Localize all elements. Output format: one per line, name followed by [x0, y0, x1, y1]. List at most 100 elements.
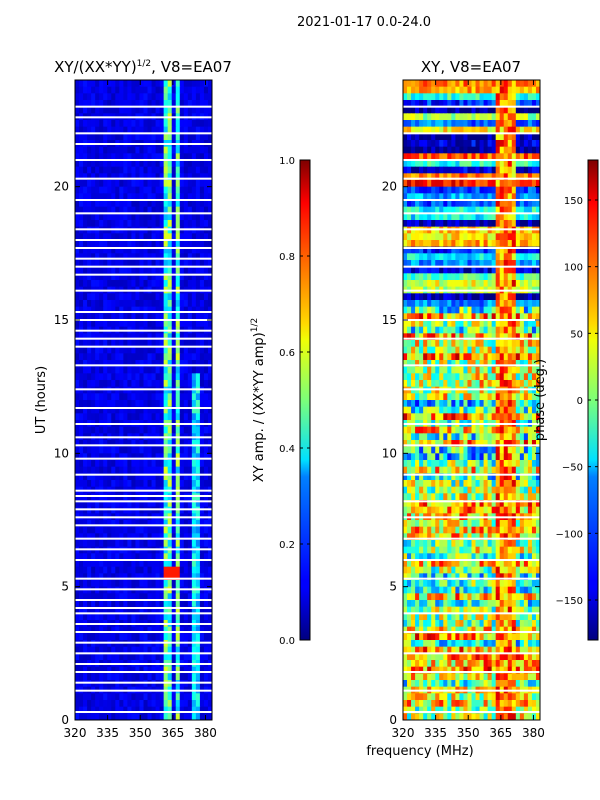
- phase-heatmap-cell: [447, 133, 452, 141]
- phase-heatmap-cell: [451, 260, 456, 268]
- amplitude-heatmap-cell: [131, 480, 137, 488]
- amplitude-heatmap-cell: [195, 473, 201, 481]
- amplitude-heatmap-cell: [135, 206, 141, 214]
- amplitude-heatmap-cell: [103, 273, 108, 281]
- amplitude-heatmap-cell: [203, 193, 209, 201]
- amplitude-heatmap-cell: [207, 453, 212, 461]
- amplitude-flagged-row: [75, 457, 212, 460]
- amplitude-heatmap-cell: [159, 666, 165, 674]
- amplitude-heatmap-cell: [83, 93, 88, 101]
- amplitude-heatmap-cell: [83, 80, 88, 88]
- amplitude-heatmap-cell: [203, 446, 209, 454]
- phase-heatmap-cell: [463, 326, 469, 334]
- phase-heatmap-cell: [487, 333, 493, 341]
- phase-heatmap-cell: [495, 180, 501, 188]
- phase-heatmap-cell: [491, 106, 497, 114]
- amplitude-heatmap-cell: [151, 626, 157, 634]
- phase-heatmap-cell: [503, 126, 509, 134]
- phase-heatmap-cell: [475, 133, 481, 141]
- phase-heatmap-cell: [423, 313, 428, 321]
- phase-heatmap-cell: [439, 233, 444, 241]
- amplitude-heatmap-cell: [103, 473, 108, 481]
- amplitude-heatmap-cell: [103, 153, 108, 161]
- phase-heatmap-cell: [535, 346, 540, 354]
- phase-heatmap-cell: [415, 326, 420, 334]
- amplitude-heatmap-cell: [155, 153, 161, 161]
- phase-heatmap-cell: [435, 206, 440, 214]
- amplitude-heatmap-cell: [91, 93, 96, 101]
- phase-heatmap-cell: [519, 300, 525, 308]
- amplitude-heatmap-cell: [183, 600, 189, 608]
- amplitude-heatmap-cell: [191, 713, 197, 720]
- amplitude-heatmap-cell: [187, 253, 193, 261]
- amplitude-heatmap-cell: [79, 180, 84, 188]
- amplitude-heatmap-cell: [179, 533, 185, 541]
- phase-heatmap-cell: [467, 200, 473, 208]
- amplitude-heatmap-cell: [143, 160, 149, 168]
- amplitude-heatmap-cell: [91, 560, 96, 568]
- amplitude-heatmap-cell: [147, 606, 153, 614]
- phase-heatmap-cell: [495, 326, 501, 334]
- phase-heatmap-cell: [463, 246, 469, 254]
- amplitude-heatmap-cell: [91, 453, 96, 461]
- phase-heatmap-cell: [455, 246, 461, 254]
- amplitude-heatmap-cell: [191, 186, 197, 194]
- phase-heatmap-cell: [471, 160, 477, 168]
- phase-heatmap-cell: [467, 133, 473, 141]
- phase-heatmap-cell: [427, 313, 432, 321]
- amplitude-ytick-label: 5: [61, 580, 69, 594]
- amplitude-heatmap-cell: [75, 706, 80, 714]
- amplitude-heatmap-cell: [131, 126, 137, 134]
- amplitude-heatmap-cell: [147, 193, 153, 201]
- phase-heatmap-cell: [435, 293, 440, 301]
- amplitude-heatmap-cell: [191, 500, 197, 508]
- phase-heatmap-cell: [431, 186, 436, 194]
- amplitude-heatmap-cell: [175, 106, 181, 114]
- amplitude-heatmap-cell: [175, 440, 181, 448]
- phase-heatmap-cell: [523, 146, 529, 154]
- amplitude-heatmap-cell: [123, 300, 128, 308]
- amplitude-heatmap-cell: [127, 306, 133, 314]
- phase-heatmap-cell: [451, 146, 456, 154]
- phase-heatmap-cell: [527, 180, 533, 188]
- amplitude-heatmap-cell: [155, 626, 161, 634]
- amplitude-heatmap-cell: [147, 206, 153, 214]
- amplitude-heatmap-cell: [75, 426, 80, 434]
- amplitude-heatmap-cell: [139, 473, 145, 481]
- phase-heatmap-cell: [419, 186, 424, 194]
- amplitude-heatmap-cell: [115, 600, 120, 608]
- phase-heatmap-cell: [451, 300, 456, 308]
- amplitude-heatmap-cell: [119, 400, 124, 408]
- phase-heatmap-cell: [463, 346, 469, 354]
- amplitude-heatmap-cell: [163, 186, 169, 194]
- amplitude-heatmap-cell: [147, 593, 153, 601]
- amplitude-heatmap-cell: [151, 80, 157, 88]
- phase-heatmap-cell: [483, 193, 489, 201]
- amplitude-heatmap-cell: [123, 553, 128, 561]
- amplitude-heatmap-cell: [131, 353, 137, 361]
- amplitude-heatmap-cell: [207, 626, 212, 634]
- phase-heatmap-cell: [503, 193, 509, 201]
- amplitude-heatmap-cell: [87, 706, 92, 714]
- amplitude-heatmap-cell: [155, 240, 161, 248]
- phase-heatmap-cell: [475, 173, 481, 181]
- amplitude-heatmap-cell: [103, 693, 108, 701]
- amplitude-heatmap-cell: [207, 573, 212, 581]
- amplitude-heatmap-cell: [91, 693, 96, 701]
- amplitude-heatmap-cell: [143, 313, 149, 321]
- phase-heatmap-cell: [467, 146, 473, 154]
- amplitude-heatmap-cell: [79, 306, 84, 314]
- amplitude-heatmap-cell: [199, 520, 205, 528]
- phase-heatmap-cell: [483, 180, 489, 188]
- amplitude-heatmap-cell: [115, 373, 120, 381]
- amplitude-heatmap-cell: [163, 366, 169, 374]
- phase-heatmap-cell: [403, 246, 408, 254]
- amplitude-heatmap-cell: [107, 520, 112, 528]
- phase-heatmap-cell: [511, 80, 517, 88]
- amplitude-heatmap-cell: [155, 320, 161, 328]
- amplitude-heatmap-cell: [115, 380, 120, 388]
- amplitude-heatmap-cell: [179, 86, 185, 94]
- phase-heatmap-cell: [507, 360, 513, 368]
- amplitude-heatmap-cell: [103, 633, 108, 641]
- amplitude-heatmap-cell: [75, 453, 80, 461]
